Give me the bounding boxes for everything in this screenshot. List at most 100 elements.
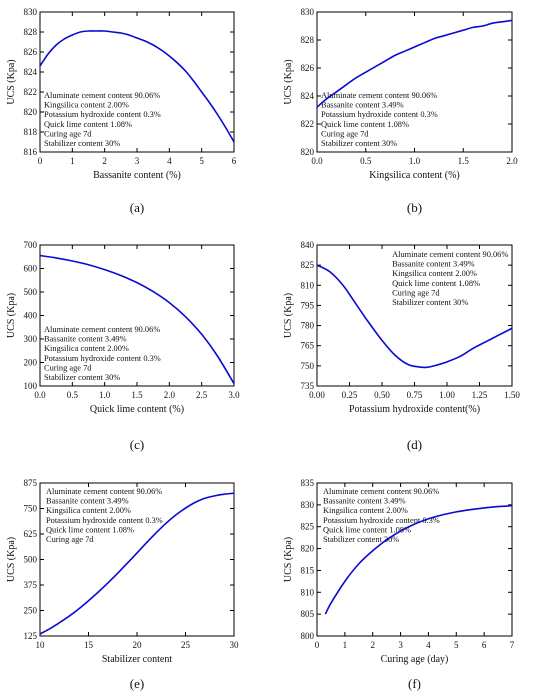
annotation-line: Stabilizer content 30% — [44, 373, 120, 382]
x-tick-label: 20 — [133, 640, 143, 650]
x-tick-label: 0.5 — [360, 156, 372, 166]
annotation-line: Kingsilica content 2.00% — [323, 506, 408, 515]
x-tick-label: 15 — [84, 640, 94, 650]
annotation-line: Quick lime content 1.08% — [44, 120, 132, 129]
series-line — [324, 504, 513, 615]
y-tick-label: 375 — [24, 580, 38, 590]
x-tick-label: 25 — [181, 640, 191, 650]
x-tick-label: 10 — [36, 640, 46, 650]
x-tick-label: 1 — [343, 640, 348, 650]
y-tick-label: 822 — [24, 87, 38, 97]
y-tick-label: 822 — [301, 119, 315, 129]
y-tick-label: 816 — [24, 147, 38, 157]
y-tick-label: 250 — [24, 606, 38, 616]
annotation-line: Kingsilica content 2.00% — [392, 269, 477, 278]
annotation-line: Curing age 7d — [44, 129, 92, 138]
annotation-line: Stabilizer content 30% — [392, 298, 468, 307]
annotation-line: Aluminate cement content 90.06% — [44, 91, 160, 100]
x-tick-label: 2 — [102, 156, 107, 166]
x-tick-label: 1.5 — [458, 156, 470, 166]
chart-panel: 10 15 20 25 30 125 250 375 500 625 750 875 Stabilize… — [6, 478, 239, 691]
plot-frame — [316, 482, 513, 637]
y-tick-label: 826 — [301, 63, 315, 73]
panel-label: (b) — [407, 200, 422, 215]
x-tick-label: 6 — [232, 156, 237, 166]
y-axis-label: UCS (Kpa) — [6, 293, 17, 338]
x-tick-label: 7 — [510, 640, 515, 650]
x-tick-label: 1.0 — [99, 390, 111, 400]
annotation-line: Aluminate cement content 90.06% — [392, 250, 508, 259]
y-tick-label: 750 — [301, 361, 315, 371]
x-tick-label: 4 — [426, 640, 431, 650]
y-tick-label: 750 — [24, 504, 38, 514]
x-tick-label: 2 — [370, 640, 375, 650]
y-tick-label: 820 — [24, 107, 38, 117]
y-tick-label: 825 — [301, 522, 315, 532]
annotation-line: Potassium hydroxide content 0.3% — [323, 516, 440, 525]
y-tick-label: 825 — [301, 260, 315, 270]
x-tick-label: 2.0 — [506, 156, 518, 166]
annotation-line: Quick lime content 1.08% — [321, 120, 409, 129]
x-tick-label: 0.0 — [34, 390, 46, 400]
y-axis-label: UCS (Kpa) — [283, 59, 294, 104]
x-axis-label: Stabilizer content — [102, 654, 172, 665]
panel-label: (a) — [130, 200, 144, 215]
x-tick-label: 1 — [70, 156, 75, 166]
annotation-line: Aluminate cement content 90.06% — [321, 91, 437, 100]
y-tick-label: 875 — [24, 478, 38, 488]
annotation-line: Potassium hydroxide content 0.3% — [44, 110, 161, 119]
y-tick-label: 830 — [301, 7, 315, 17]
y-tick-label: 765 — [301, 341, 315, 351]
x-tick-label: 0 — [315, 640, 320, 650]
annotation-line: Stabilizer content 30% — [321, 139, 397, 148]
annotation-line: Bassanite content 3.49% — [44, 335, 127, 344]
y-tick-label: 400 — [24, 311, 38, 321]
x-tick-label: 1.00 — [439, 390, 455, 400]
y-tick-label: 824 — [24, 67, 38, 77]
y-tick-label: 300 — [24, 334, 38, 344]
annotation-line: Bassanite content 3.49% — [323, 497, 406, 506]
y-axis-label: UCS (Kpa) — [283, 537, 294, 582]
x-tick-label: 3 — [135, 156, 140, 166]
x-tick-label: 5 — [454, 640, 459, 650]
panel-label: (d) — [407, 437, 422, 452]
y-tick-label: 835 — [301, 478, 315, 488]
annotation-line: Potassium hydroxide content 0.3% — [44, 354, 161, 363]
y-tick-label: 125 — [24, 631, 38, 641]
y-tick-label: 828 — [24, 27, 38, 37]
x-axis-label: Quick lime content (%) — [90, 404, 184, 415]
annotation-line: Bassanite content 3.49% — [392, 260, 475, 269]
annotation-line: Curing age 7d — [46, 535, 94, 544]
y-tick-label: 600 — [24, 264, 38, 274]
x-tick-label: 3 — [398, 640, 403, 650]
y-tick-label: 830 — [301, 500, 315, 510]
y-tick-label: 826 — [24, 47, 38, 57]
x-tick-label: 2.0 — [164, 390, 176, 400]
x-tick-label: 1.5 — [131, 390, 143, 400]
y-tick-label: 824 — [301, 91, 315, 101]
x-tick-label: 0.00 — [309, 390, 325, 400]
annotation-line: Bassanite content 3.49% — [321, 101, 404, 110]
y-tick-label: 810 — [301, 280, 315, 290]
series-line — [39, 492, 235, 635]
annotation-line: Aluminate cement content 90.06% — [323, 487, 439, 496]
y-tick-label: 100 — [24, 381, 38, 391]
series-line — [39, 254, 235, 385]
y-tick-label: 700 — [24, 240, 38, 250]
annotation-line: Aluminate cement content 90.06% — [46, 487, 162, 496]
chart-panel: 0.0 0.5 1.0 1.5 2.0 2.5 3.0 100 200 300 400 500 600 7… — [6, 240, 240, 452]
y-tick-label: 818 — [24, 127, 38, 137]
y-tick-label: 820 — [301, 544, 315, 554]
series-line — [39, 30, 235, 143]
x-tick-label: 3.0 — [228, 390, 240, 400]
annotation-line: Curing age 7d — [321, 129, 369, 138]
annotation-line: Curing age 7d — [392, 288, 440, 297]
annotation-line: Curing age 7d — [44, 363, 92, 372]
y-axis-label: UCS (Kpa) — [6, 59, 17, 104]
annotation-line: Kingsilica content 2.00% — [46, 506, 131, 515]
y-tick-label: 820 — [301, 147, 315, 157]
x-tick-label: 1.25 — [472, 390, 488, 400]
y-axis-label: UCS (Kpa) — [6, 537, 17, 582]
y-tick-label: 780 — [301, 321, 315, 331]
